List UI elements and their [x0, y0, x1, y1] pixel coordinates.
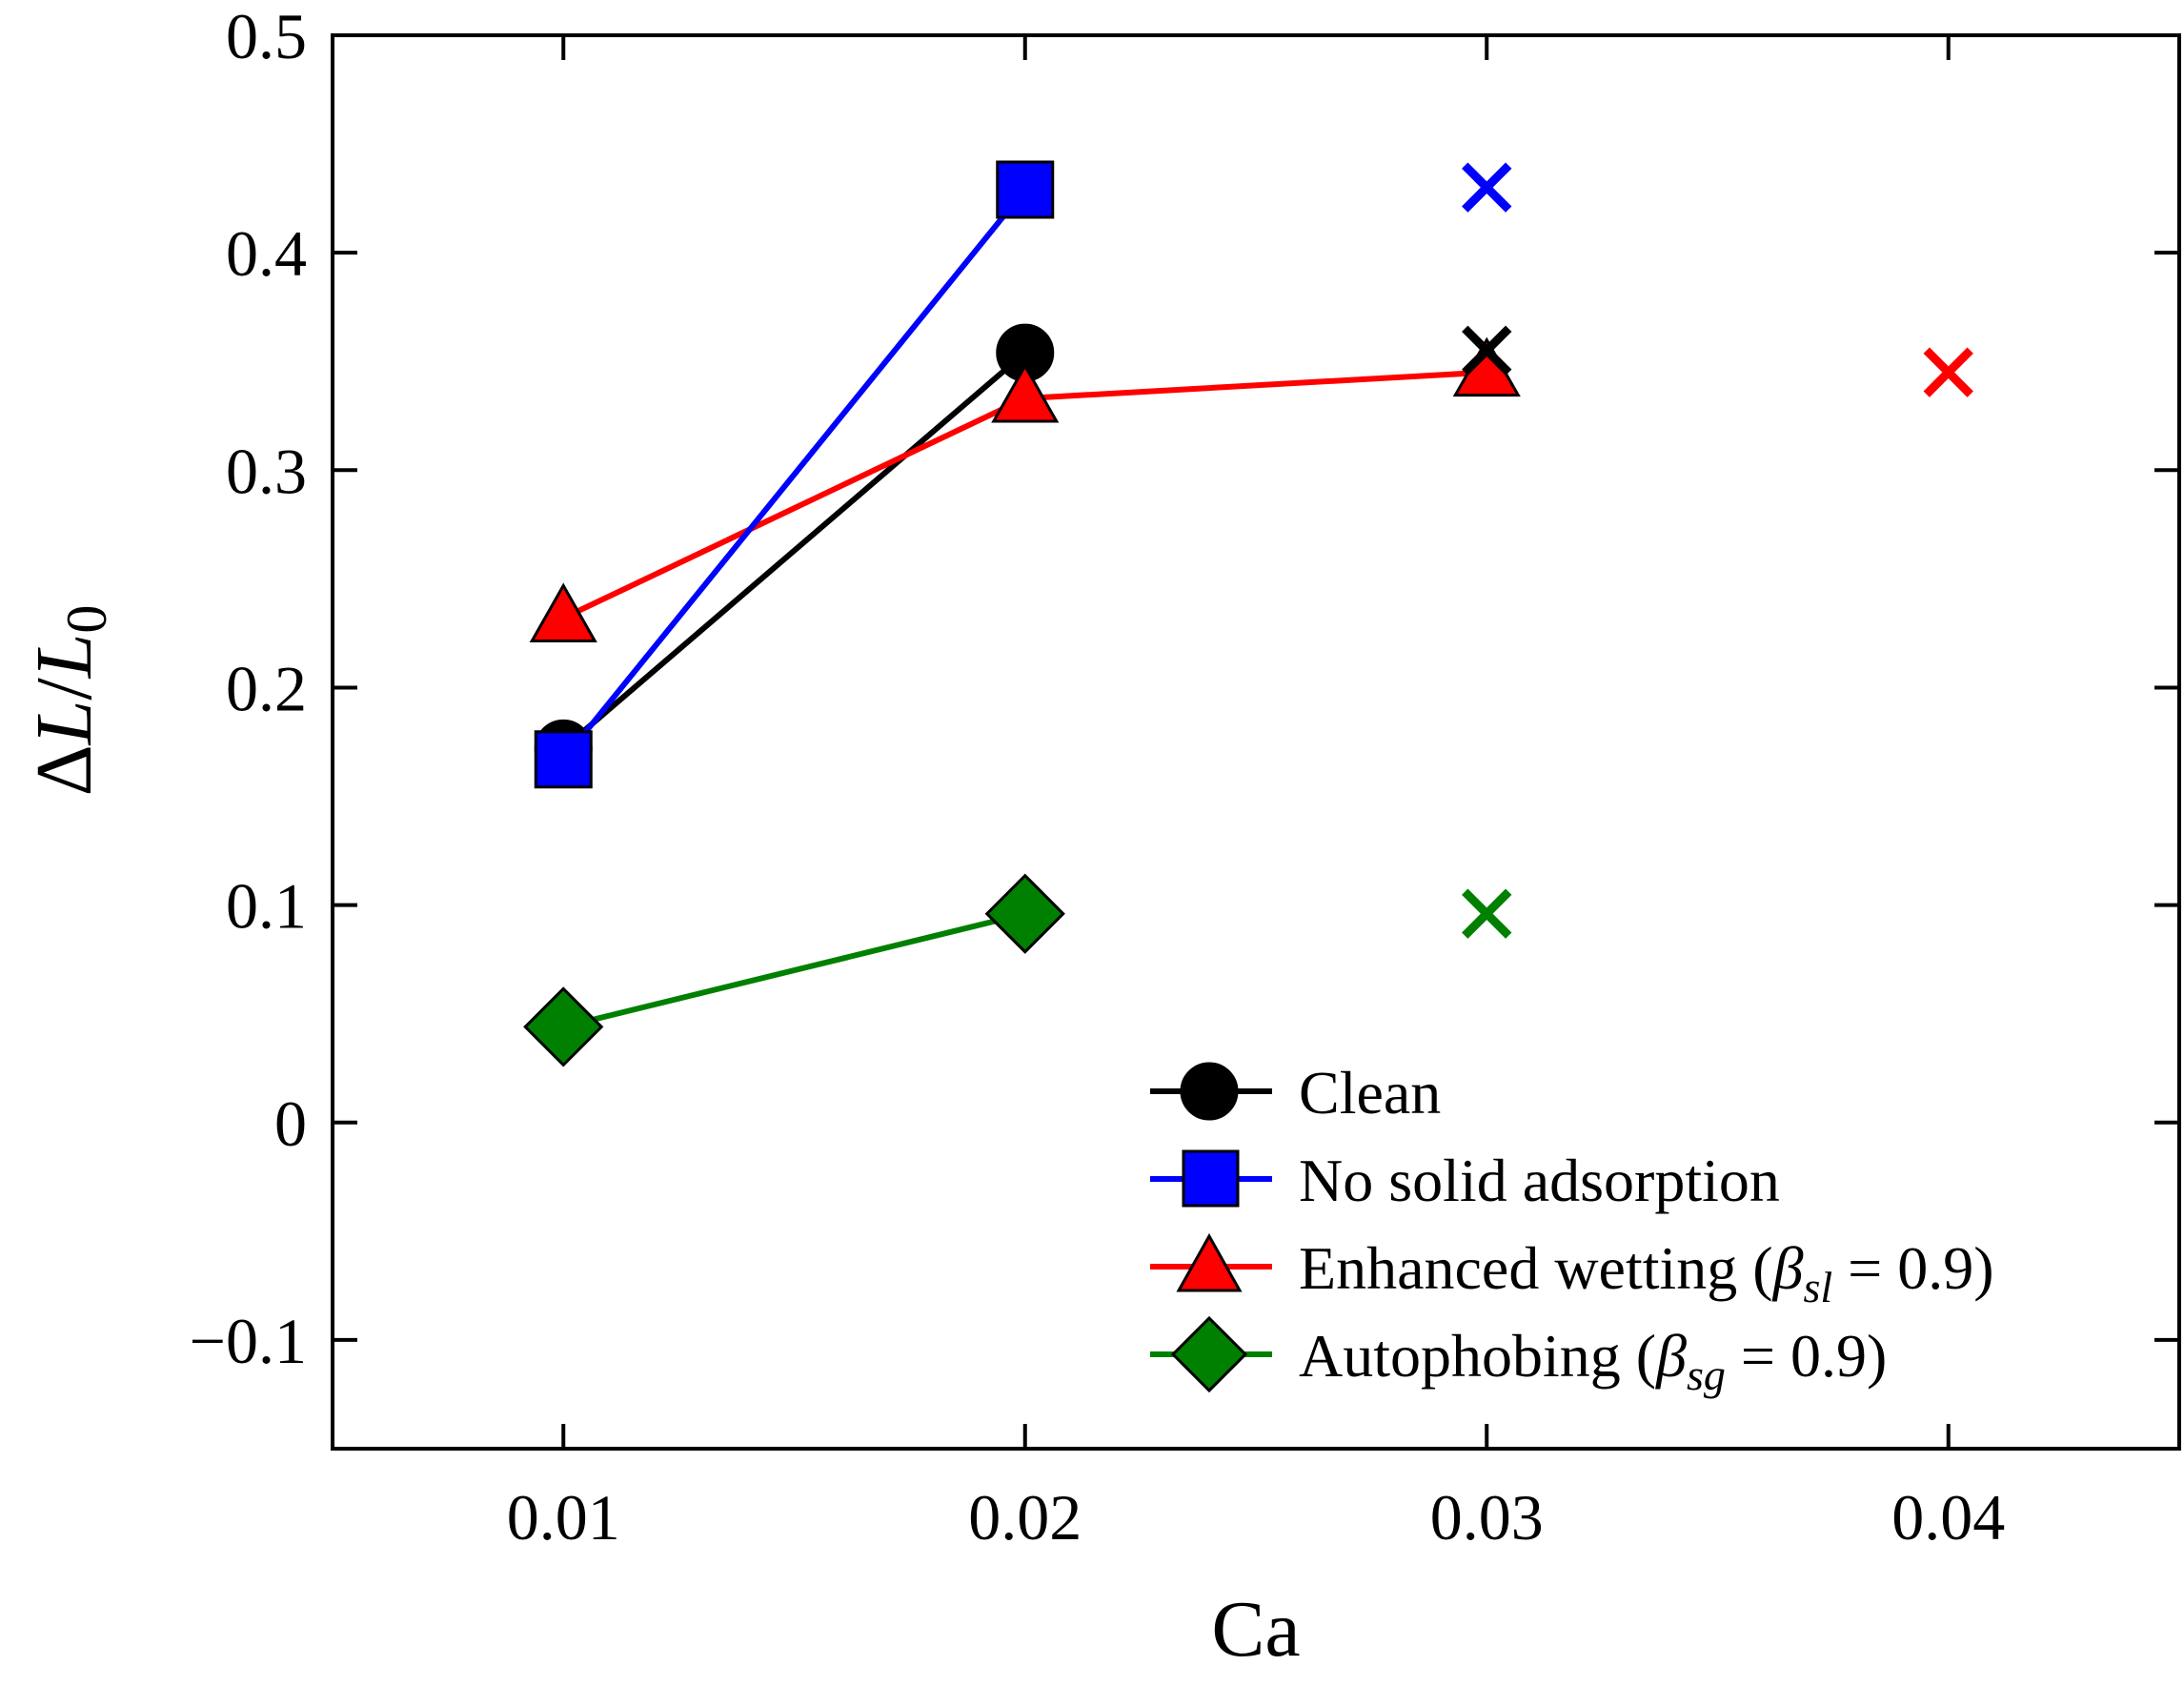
- plot-frame: [331, 33, 2181, 1451]
- x-tick-label: 0.01: [507, 1481, 620, 1554]
- auto-line: [562, 910, 1026, 1030]
- y-axis-label: ΔL/L0: [20, 605, 118, 797]
- enhanced-point: [991, 362, 1060, 423]
- x-axis-label: Ca: [1211, 1585, 1300, 1674]
- y-tick-label: 0.3: [226, 435, 307, 507]
- x-tick-label: 0.04: [1891, 1481, 2005, 1554]
- series-enhanced: [529, 336, 1521, 642]
- enhanced-cross-marker: [1923, 347, 1973, 397]
- x-tick-label: 0.02: [968, 1481, 1082, 1554]
- svg-text:Enhanced wetting (βsl = 0.9): Enhanced wetting (βsl = 0.9): [1299, 1234, 1994, 1311]
- clean-line: [561, 350, 1027, 751]
- axis-ticks: 0.01 0.02 0.03 0.04 −0.1 0 0.1 0.2 0.3 0.4 0.5: [190, 0, 2179, 1554]
- plot-area: [523, 160, 1973, 1067]
- series-nosolid: [534, 160, 1055, 789]
- y-tick-label: 0.2: [226, 652, 307, 724]
- legend-item-clean: Clean: [1150, 1059, 1441, 1127]
- svg-text:No solid adsorption: No solid adsorption: [1299, 1147, 1780, 1214]
- y-tick-label: 0.5: [226, 0, 307, 72]
- y-tick-label: 0: [274, 1087, 307, 1160]
- svg-text:Autophobing (βsg = 0.9): Autophobing (βsg = 0.9): [1299, 1322, 1887, 1399]
- series-clean: [534, 323, 1055, 778]
- auto-cross-marker: [1462, 888, 1512, 939]
- legend-item-autophobing: Autophobing (βsg = 0.9): [1150, 1315, 1887, 1399]
- y-tick-label: −0.1: [190, 1305, 307, 1377]
- auto-point: [523, 986, 604, 1067]
- clean-cross-marker: [1462, 325, 1512, 376]
- y-tick-label: 0.1: [226, 870, 307, 943]
- series-auto: [523, 873, 1065, 1067]
- nosolid-point: [996, 160, 1055, 219]
- legend-item-enhanced-wetting: Enhanced wetting (βsl = 0.9): [1150, 1232, 1994, 1311]
- legend: Clean No solid adsorption Enhanced wetti…: [1150, 1059, 1994, 1399]
- svg-text:Clean: Clean: [1299, 1059, 1441, 1127]
- nosolid-line: [560, 188, 1028, 762]
- y-tick-label: 0.4: [226, 217, 307, 290]
- auto-point: [984, 873, 1065, 954]
- nosolid-point: [534, 730, 593, 789]
- x-tick-label: 0.03: [1430, 1481, 1544, 1554]
- legend-item-no-solid-adsorption: No solid adsorption: [1150, 1147, 1780, 1214]
- nosolid-cross-marker: [1462, 162, 1512, 213]
- enhanced-point: [529, 582, 597, 642]
